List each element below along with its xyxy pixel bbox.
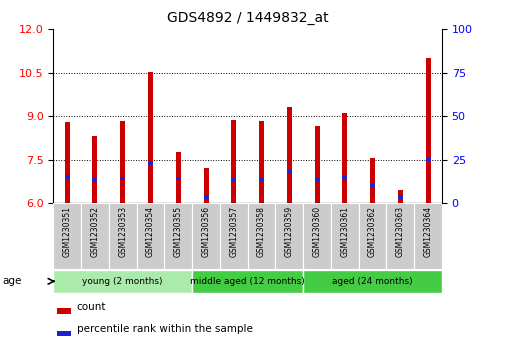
Text: GSM1230353: GSM1230353 [118, 206, 127, 257]
Bar [53, 270, 192, 293]
Bar [57, 307, 71, 314]
Bar [426, 58, 431, 203]
Bar [303, 203, 331, 269]
Text: age: age [3, 276, 22, 286]
Text: aged (24 months): aged (24 months) [332, 277, 413, 286]
Bar [57, 331, 71, 335]
Bar [275, 203, 303, 269]
Bar [231, 120, 236, 203]
Bar [387, 203, 414, 269]
Bar [120, 121, 125, 203]
Text: GSM1230352: GSM1230352 [90, 206, 100, 257]
Bar [92, 178, 98, 182]
Text: GSM1230354: GSM1230354 [146, 206, 155, 257]
Bar [342, 113, 347, 203]
Text: percentile rank within the sample: percentile rank within the sample [77, 325, 252, 334]
Bar [342, 175, 347, 179]
Bar [287, 107, 292, 203]
Bar [137, 203, 165, 269]
Bar [120, 177, 125, 180]
Text: GSM1230361: GSM1230361 [340, 206, 350, 257]
Text: GSM1230362: GSM1230362 [368, 206, 377, 257]
Bar [259, 178, 264, 181]
Bar [398, 195, 403, 199]
Text: GSM1230357: GSM1230357 [229, 206, 238, 257]
Bar [370, 184, 375, 188]
Bar [176, 177, 181, 180]
Text: middle aged (12 months): middle aged (12 months) [190, 277, 305, 286]
Bar [259, 121, 264, 203]
Bar [359, 203, 387, 269]
Text: GSM1230356: GSM1230356 [202, 206, 210, 257]
Bar [204, 168, 208, 203]
Title: GDS4892 / 1449832_at: GDS4892 / 1449832_at [167, 11, 329, 25]
Bar [314, 126, 320, 203]
Bar [92, 136, 98, 203]
Bar [331, 203, 359, 269]
Bar [314, 178, 320, 181]
Bar [204, 195, 208, 199]
Text: GSM1230360: GSM1230360 [312, 206, 322, 257]
Bar [192, 203, 220, 269]
Bar [65, 122, 70, 203]
Bar [165, 203, 192, 269]
Text: GSM1230364: GSM1230364 [424, 206, 433, 257]
Text: count: count [77, 302, 106, 312]
Bar [426, 158, 431, 162]
Text: young (2 months): young (2 months) [82, 277, 163, 286]
Bar [148, 162, 153, 165]
Bar [192, 270, 303, 293]
Text: GSM1230358: GSM1230358 [257, 206, 266, 257]
Bar [65, 175, 70, 179]
Text: GSM1230351: GSM1230351 [62, 206, 72, 257]
Bar [231, 178, 236, 181]
Text: GSM1230359: GSM1230359 [285, 206, 294, 257]
Bar [287, 170, 292, 173]
Bar [81, 203, 109, 269]
Bar [248, 203, 275, 269]
Bar [148, 72, 153, 203]
Bar [414, 203, 442, 269]
Bar [176, 152, 181, 203]
Text: GSM1230355: GSM1230355 [174, 206, 183, 257]
Bar [220, 203, 248, 269]
Text: GSM1230363: GSM1230363 [396, 206, 405, 257]
Bar [398, 190, 403, 203]
Bar [109, 203, 137, 269]
Bar [53, 203, 81, 269]
Bar [303, 270, 442, 293]
Bar [370, 158, 375, 203]
